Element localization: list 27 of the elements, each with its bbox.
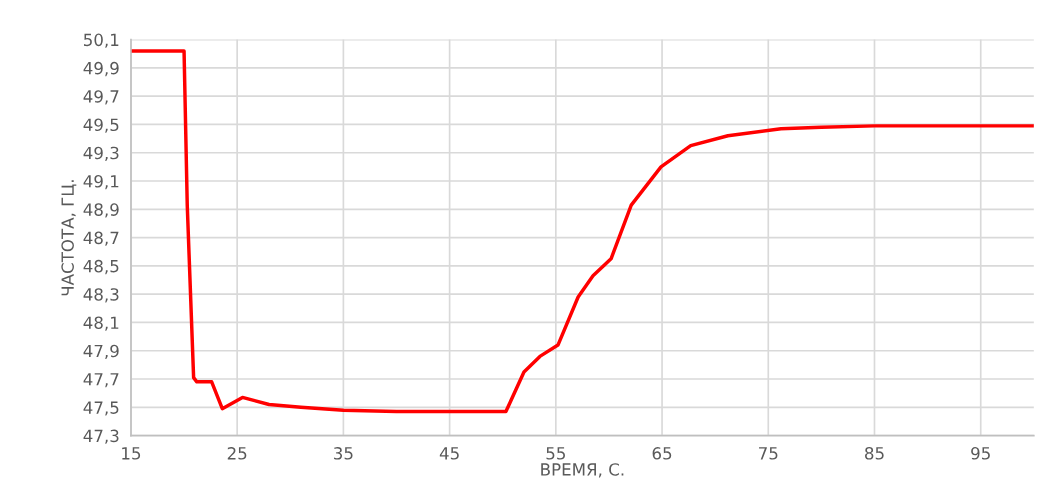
y-tick-label: 47,5 bbox=[83, 401, 119, 416]
y-tick-label: 50,1 bbox=[84, 33, 119, 48]
y-tick-label: 49,7 bbox=[83, 90, 119, 105]
y-tick-label: 48,7 bbox=[83, 231, 119, 246]
x-tick-label: 85 bbox=[865, 447, 884, 460]
y-tick-label: 49,5 bbox=[83, 118, 119, 133]
y-tick-label: 47,9 bbox=[83, 344, 119, 360]
x-axis-title: ВРЕМЯ, С. bbox=[541, 463, 624, 478]
x-tick-label: 15 bbox=[122, 447, 141, 460]
x-tick-label: 25 bbox=[227, 447, 247, 460]
y-axis-title: ЧАСТОТА, ГЦ. bbox=[61, 180, 77, 296]
y-tick-label: 48,1 bbox=[83, 316, 119, 331]
y-tick-label: 48,9 bbox=[83, 203, 119, 218]
y-tick-label: 49,3 bbox=[83, 146, 119, 162]
y-tick-label: 49,1 bbox=[83, 174, 119, 190]
y-tick-label: 48,3 bbox=[83, 288, 119, 303]
y-tick-label: 47,7 bbox=[83, 373, 119, 388]
x-tick-label: 95 bbox=[971, 447, 990, 460]
y-tick-label: 47,3 bbox=[83, 429, 119, 444]
x-tick-label: 45 bbox=[439, 447, 459, 460]
y-tick-label: 48,5 bbox=[83, 259, 119, 275]
x-tick-label: 75 bbox=[759, 447, 778, 460]
x-tick-label: 65 bbox=[652, 447, 672, 460]
y-tick-label: 49,9 bbox=[83, 61, 119, 77]
x-tick-label: 55 bbox=[546, 447, 565, 460]
line-series bbox=[130, 49, 1034, 414]
x-tick-label: 35 bbox=[334, 447, 353, 460]
